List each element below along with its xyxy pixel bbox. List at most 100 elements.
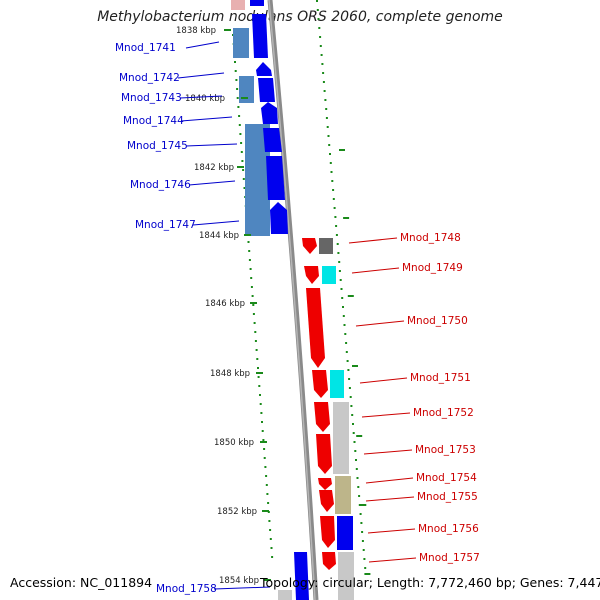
- gene-label[interactable]: Mnod_1748: [400, 232, 461, 244]
- ruler-tick-mark: [224, 29, 231, 31]
- track-dot: [234, 61, 236, 63]
- gene-label[interactable]: Mnod_1754: [416, 472, 477, 484]
- track-dot: [335, 234, 338, 236]
- gene-label[interactable]: Mnod_1757: [419, 552, 480, 564]
- track-dot: [329, 162, 332, 164]
- gc-skew-mark: [352, 365, 358, 367]
- track-dot: [243, 187, 246, 189]
- track-dot: [342, 315, 345, 317]
- gene-arrow: [256, 62, 272, 76]
- gene-arrow: [304, 266, 319, 284]
- feature-track-reverse: [278, 238, 354, 600]
- gene-label[interactable]: Mnod_1746: [130, 179, 191, 191]
- ruler-tick-label: 1840 kbp: [185, 94, 225, 104]
- ruler-tick-label: 1854 kbp: [219, 576, 259, 586]
- ruler-tick-label: 1848 kbp: [210, 369, 250, 379]
- track-dot: [249, 268, 252, 270]
- gene-label[interactable]: Mnod_1756: [418, 523, 479, 535]
- coordinate-ruler: 1838 kbp 1840 kbp 1842 kbp 1844 kbp 1846 kbp…: [176, 26, 371, 586]
- gc-skew-mark: [356, 435, 363, 437]
- gene-label-leader: [355, 320, 405, 327]
- track-dot: [240, 151, 243, 153]
- feature-block: [233, 28, 249, 58]
- track-dot: [324, 99, 327, 101]
- track-dot: [318, 27, 321, 29]
- gene-labels-right: Mnod_1748 Mnod_1749 Mnod_1750 Mnod_1751 Mnod…: [348, 232, 480, 564]
- ruler-tick-label: 1842 kbp: [194, 163, 234, 173]
- track-dot: [317, 18, 320, 20]
- feature-block: [338, 552, 354, 600]
- gene-arrow: [261, 102, 278, 124]
- track-dot: [335, 225, 338, 227]
- ruler-tick-mark: [244, 234, 251, 236]
- track-dot: [319, 36, 322, 38]
- track-dot: [353, 441, 356, 443]
- gene-label-leader: [192, 220, 240, 226]
- feature-track-forward: [231, 0, 270, 236]
- gene-label-leader: [363, 449, 413, 455]
- track-dot: [257, 367, 259, 369]
- gene-track-reverse: [302, 238, 336, 570]
- gene-label[interactable]: Mnod_1750: [407, 315, 468, 327]
- track-dot: [320, 54, 323, 56]
- track-dot: [362, 549, 365, 551]
- gene-label[interactable]: Mnod_1751: [410, 372, 471, 384]
- track-dot: [323, 90, 326, 92]
- track-dot: [345, 351, 348, 353]
- track-dot: [251, 295, 254, 297]
- gene-label-leader: [188, 180, 236, 186]
- track-dot: [322, 81, 325, 83]
- track-dot: [254, 340, 257, 342]
- track-dot: [254, 331, 257, 333]
- track-dot: [269, 538, 272, 540]
- gene-label[interactable]: Mnod_1741: [115, 42, 176, 54]
- gene-label[interactable]: Mnod_1749: [402, 262, 463, 274]
- track-dot: [239, 133, 242, 135]
- gene-label-leader: [368, 557, 417, 563]
- track-dot: [346, 360, 349, 362]
- gene-label[interactable]: Mnod_1747: [135, 219, 196, 231]
- track-dot: [351, 414, 354, 416]
- gene-label[interactable]: Mnod_1743: [121, 92, 182, 104]
- track-dot: [247, 241, 250, 243]
- track-dot: [338, 270, 341, 272]
- gene-label[interactable]: Mnod_1753: [415, 444, 476, 456]
- track-dot: [234, 70, 237, 72]
- track-dot: [354, 450, 357, 452]
- track-dot: [268, 520, 271, 522]
- ruler-tick-mark: [264, 579, 271, 581]
- gc-skew-mark: [360, 504, 367, 506]
- gene-label[interactable]: Mnod_1752: [413, 407, 474, 419]
- track-dot: [241, 160, 244, 162]
- gene-label[interactable]: Mnod_1742: [119, 72, 180, 84]
- track-dot: [322, 72, 325, 74]
- track-dot: [348, 387, 351, 389]
- track-dot: [319, 45, 322, 47]
- track-dot: [255, 349, 258, 351]
- feature-block: [337, 516, 353, 550]
- track-dot: [235, 79, 238, 81]
- track-dot: [265, 484, 268, 486]
- track-dot: [339, 279, 342, 281]
- gene-track-forward: [250, 0, 309, 600]
- gene-arrow: [314, 402, 330, 432]
- gene-arrow: [252, 14, 268, 58]
- gene-label[interactable]: Mnod_1758: [156, 583, 217, 595]
- gene-label[interactable]: Mnod_1744: [123, 115, 184, 127]
- gene-arrow: [302, 238, 317, 254]
- track-dot: [236, 97, 239, 99]
- track-dot: [358, 495, 361, 497]
- track-dot: [271, 556, 274, 558]
- gene-label[interactable]: Mnod_1745: [127, 140, 188, 152]
- track-dot: [355, 468, 358, 470]
- track-dot: [248, 250, 251, 252]
- track-dot: [238, 124, 241, 126]
- track-dot: [325, 117, 328, 119]
- track-dot: [344, 333, 347, 335]
- gene-label[interactable]: Mnod_1755: [417, 491, 478, 503]
- track-dot: [237, 106, 240, 108]
- ruler-tick-mark: [241, 97, 248, 99]
- genome-backbone-highlight: [268, 0, 316, 600]
- track-dot: [250, 277, 253, 279]
